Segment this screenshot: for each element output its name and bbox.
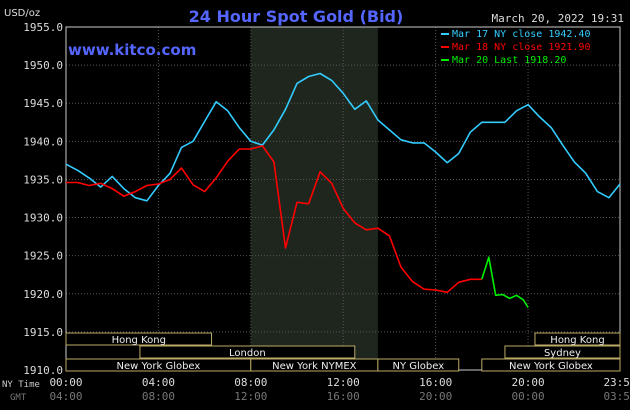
x-tick-label-ny: 00:00 (49, 376, 82, 389)
x-axis-ticks: 00:0004:0004:0008:0008:0012:0012:0016:00… (49, 376, 630, 403)
watermark: www.kitco.com (68, 41, 196, 59)
legend-entry: Mar 17 NY close 1942.40 (452, 29, 590, 40)
x-tick-label-gmt: 20:00 (419, 390, 452, 403)
x-tick-label-gmt: 04:00 (49, 390, 82, 403)
session-bars-layer: Hong Kong London New York Globex New York N… (65, 332, 621, 372)
y-tick-label: 1930.0 (23, 212, 63, 225)
x-tick-label-ny: 12:00 (327, 376, 360, 389)
x-tick-label-ny: 08:00 (234, 376, 267, 389)
x-tick-label-gmt: 16:00 (327, 390, 360, 403)
session-label: New York NYMEX (272, 361, 357, 372)
x-tick-label-gmt: 03:59 (603, 390, 630, 403)
session-label: London (229, 348, 266, 359)
series-layer (65, 72, 621, 308)
nymex-highlight-layer (250, 27, 378, 370)
legend-entry: Mar 20 Last 1918.20 (452, 55, 566, 66)
x-tick-label-gmt: 00:00 (511, 390, 544, 403)
y-tick-label: 1955.0 (23, 21, 63, 34)
legend-entry: Mar 18 NY close 1921.90 (452, 42, 590, 53)
y-tick-label: 1920.0 (23, 288, 63, 301)
x-tick-label-ny: 20:00 (511, 376, 544, 389)
session-bar (139, 345, 356, 359)
session-label: Hong Kong (112, 335, 166, 346)
session-label: Hong Kong (550, 335, 604, 346)
x-tick-label-ny: 16:00 (419, 376, 452, 389)
x-tick-label-ny: 04:00 (142, 376, 175, 389)
series-line (481, 256, 529, 308)
x-tick-label-gmt: 12:00 (234, 390, 267, 403)
x-tick-label-gmt: 08:00 (142, 390, 175, 403)
x-tick-label-ny: 23:59 (603, 376, 630, 389)
nymex-hours-band (250, 27, 378, 370)
session-label: NY Globex (392, 361, 444, 372)
session-bar (534, 332, 621, 346)
y-tick-label: 1925.0 (23, 250, 63, 263)
session-bar (481, 358, 621, 372)
y-tick-label: 1935.0 (23, 173, 63, 186)
session-bar (504, 345, 621, 359)
y-axis-ticks: 1955.0 1950.0 1945.0 1940.0 1935.0 1930.0 1925… (23, 21, 63, 377)
session-bar (65, 332, 213, 346)
series-line (65, 72, 621, 202)
y-tick-label: 1940.0 (23, 135, 63, 148)
y-tick-label: 1910.0 (23, 364, 63, 377)
timestamp: March 20, 2022 19:31 (492, 12, 624, 25)
session-label: New York Globex (509, 361, 593, 372)
y-tick-label: 1950.0 (23, 59, 63, 72)
ny-time-row-label: NY Time (2, 380, 40, 390)
series-line (66, 145, 482, 294)
legend: Mar 17 NY close 1942.40 Mar 18 NY close 1… (441, 29, 590, 66)
session-label: Sydney (544, 348, 581, 359)
currency-label: USD/oz (4, 8, 40, 19)
gmt-row-label: GMT (10, 393, 27, 403)
session-label: New York Globex (116, 361, 200, 372)
y-tick-label: 1915.0 (23, 326, 63, 339)
y-tick-label: 1945.0 (23, 97, 63, 110)
session-bar (377, 358, 460, 372)
chart-title: 24 Hour Spot Gold (Bid) (189, 7, 404, 26)
